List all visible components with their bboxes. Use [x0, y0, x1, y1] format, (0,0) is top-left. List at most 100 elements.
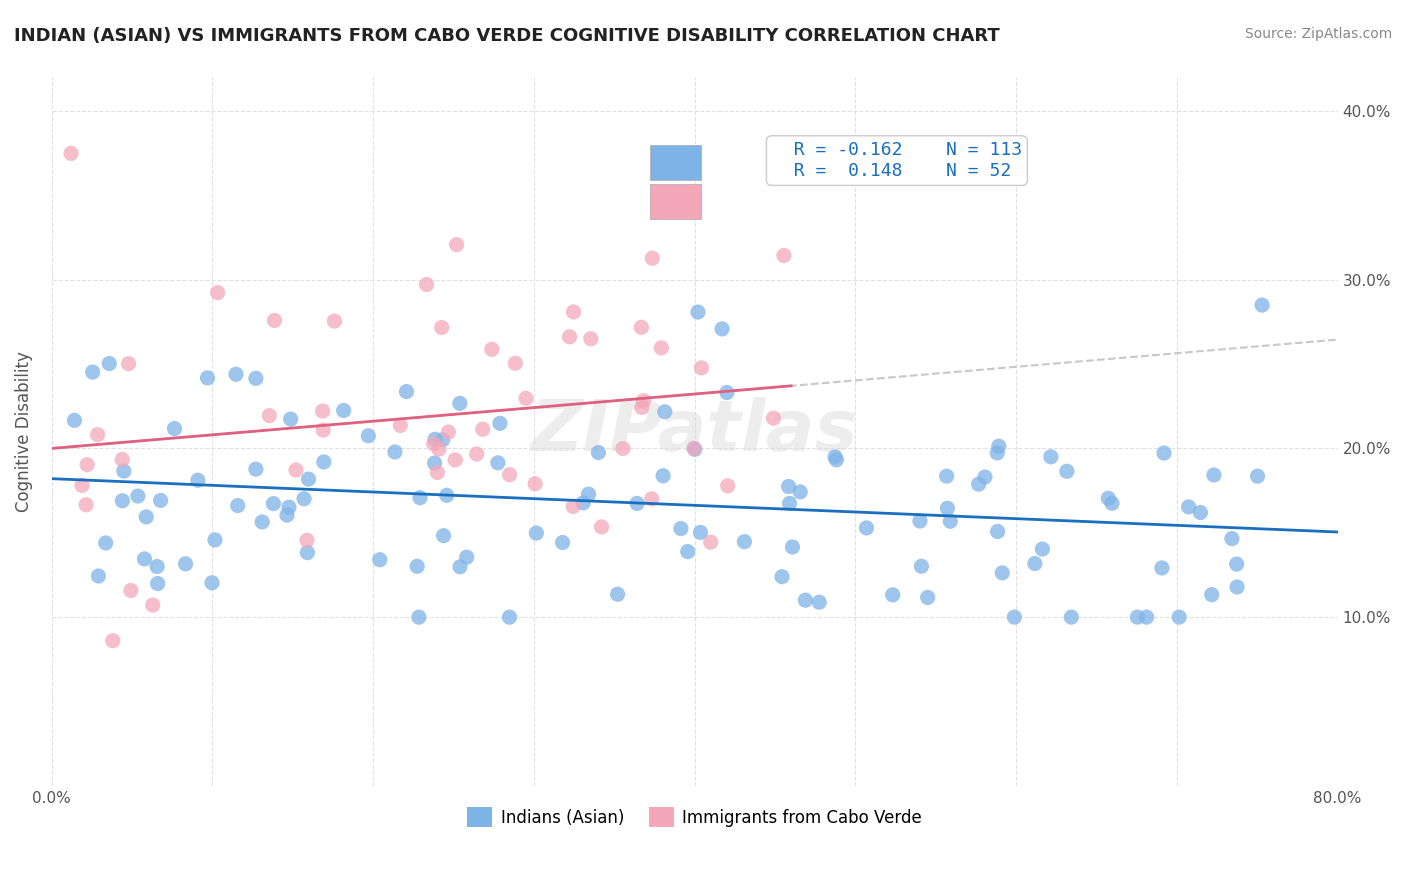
Immigrants from Cabo Verde	[641, 491, 664, 506]
Immigrants from Cabo Verde	[699, 535, 721, 549]
Indians (Asian)	[489, 417, 512, 431]
Indians (Asian)	[292, 491, 315, 506]
Indians (Asian)	[935, 469, 957, 483]
Immigrants from Cabo Verde	[683, 442, 706, 456]
Indians (Asian)	[357, 428, 380, 442]
Indians (Asian)	[112, 464, 135, 478]
Indians (Asian)	[967, 477, 990, 491]
Immigrants from Cabo Verde	[426, 466, 449, 480]
Indians (Asian)	[449, 396, 471, 410]
Immigrants from Cabo Verde	[389, 418, 412, 433]
Indians (Asian)	[1226, 557, 1249, 571]
Indians (Asian)	[163, 421, 186, 435]
Indians (Asian)	[395, 384, 418, 399]
Indians (Asian)	[276, 508, 298, 522]
Indians (Asian)	[111, 493, 134, 508]
Indians (Asian)	[1002, 610, 1025, 624]
Indians (Asian)	[524, 526, 547, 541]
Indians (Asian)	[1177, 500, 1199, 514]
Immigrants from Cabo Verde	[762, 411, 785, 425]
Text: INDIAN (ASIAN) VS IMMIGRANTS FROM CABO VERDE COGNITIVE DISABILITY CORRELATION CH: INDIAN (ASIAN) VS IMMIGRANTS FROM CABO V…	[14, 27, 1000, 45]
Indians (Asian)	[277, 500, 299, 515]
Indians (Asian)	[808, 595, 831, 609]
Immigrants from Cabo Verde	[773, 248, 796, 262]
Indians (Asian)	[94, 536, 117, 550]
Immigrants from Cabo Verde	[630, 401, 652, 415]
Immigrants from Cabo Verde	[312, 423, 335, 437]
Immigrants from Cabo Verde	[650, 341, 672, 355]
Y-axis label: Cognitive Disability: Cognitive Disability	[15, 351, 32, 512]
Immigrants from Cabo Verde	[142, 598, 165, 612]
Immigrants from Cabo Verde	[562, 305, 585, 319]
Indians (Asian)	[408, 610, 430, 624]
Indians (Asian)	[225, 368, 247, 382]
Indians (Asian)	[939, 514, 962, 528]
Indians (Asian)	[1039, 450, 1062, 464]
Indians (Asian)	[423, 432, 446, 446]
Indians (Asian)	[149, 493, 172, 508]
Immigrants from Cabo Verde	[515, 392, 537, 406]
Text: Source: ZipAtlas.com: Source: ZipAtlas.com	[1244, 27, 1392, 41]
FancyBboxPatch shape	[650, 184, 702, 219]
Immigrants from Cabo Verde	[430, 320, 453, 334]
Indians (Asian)	[226, 499, 249, 513]
Immigrants from Cabo Verde	[465, 447, 488, 461]
Indians (Asian)	[332, 403, 354, 417]
Immigrants from Cabo Verde	[446, 237, 468, 252]
Indians (Asian)	[986, 446, 1008, 460]
Indians (Asian)	[297, 546, 319, 560]
Immigrants from Cabo Verde	[717, 479, 740, 493]
Legend: Indians (Asian), Immigrants from Cabo Verde: Indians (Asian), Immigrants from Cabo Ve…	[461, 800, 929, 834]
Immigrants from Cabo Verde	[591, 520, 613, 534]
Immigrants from Cabo Verde	[562, 500, 585, 514]
Indians (Asian)	[1189, 506, 1212, 520]
Immigrants from Cabo Verde	[444, 453, 467, 467]
Indians (Asian)	[280, 412, 302, 426]
Immigrants from Cabo Verde	[295, 533, 318, 548]
Indians (Asian)	[187, 473, 209, 487]
Indians (Asian)	[63, 413, 86, 427]
Immigrants from Cabo Verde	[481, 343, 503, 357]
Immigrants from Cabo Verde	[86, 427, 108, 442]
Immigrants from Cabo Verde	[427, 442, 450, 457]
Indians (Asian)	[824, 450, 846, 464]
Indians (Asian)	[297, 472, 319, 486]
Immigrants from Cabo Verde	[612, 442, 634, 456]
Indians (Asian)	[908, 514, 931, 528]
Indians (Asian)	[146, 576, 169, 591]
Indians (Asian)	[733, 534, 755, 549]
Indians (Asian)	[689, 525, 711, 540]
Indians (Asian)	[204, 533, 226, 547]
Indians (Asian)	[201, 575, 224, 590]
Indians (Asian)	[779, 496, 801, 510]
Indians (Asian)	[882, 588, 904, 602]
Indians (Asian)	[1126, 610, 1149, 624]
Indians (Asian)	[406, 559, 429, 574]
Indians (Asian)	[1101, 496, 1123, 510]
Immigrants from Cabo Verde	[323, 314, 346, 328]
FancyBboxPatch shape	[650, 145, 702, 180]
Indians (Asian)	[1150, 561, 1173, 575]
Indians (Asian)	[778, 479, 800, 493]
Indians (Asian)	[572, 496, 595, 510]
Indians (Asian)	[245, 371, 267, 385]
Indians (Asian)	[486, 456, 509, 470]
Indians (Asian)	[498, 610, 520, 624]
Indians (Asian)	[910, 559, 932, 574]
Indians (Asian)	[1201, 588, 1223, 602]
Indians (Asian)	[245, 462, 267, 476]
Indians (Asian)	[146, 559, 169, 574]
Indians (Asian)	[368, 552, 391, 566]
Indians (Asian)	[87, 569, 110, 583]
Immigrants from Cabo Verde	[579, 332, 602, 346]
Indians (Asian)	[669, 522, 692, 536]
Immigrants from Cabo Verde	[120, 583, 142, 598]
Indians (Asian)	[711, 322, 734, 336]
Immigrants from Cabo Verde	[558, 330, 581, 344]
Immigrants from Cabo Verde	[76, 458, 98, 472]
Text: ZIPatlas: ZIPatlas	[531, 397, 859, 467]
Indians (Asian)	[433, 529, 456, 543]
Indians (Asian)	[676, 544, 699, 558]
Indians (Asian)	[409, 491, 432, 505]
Indians (Asian)	[423, 456, 446, 470]
